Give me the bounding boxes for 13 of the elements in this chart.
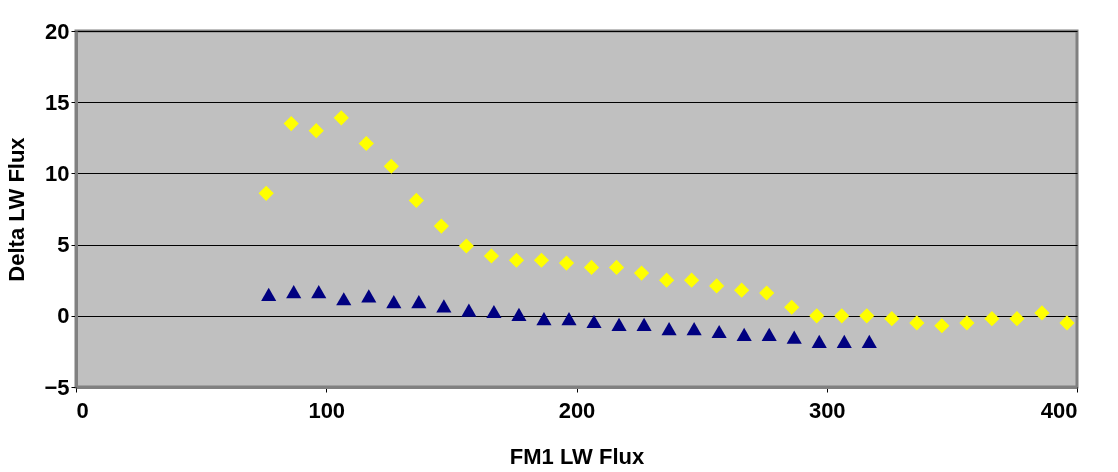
x-tick-label: 200 <box>558 397 596 423</box>
x-tick-label: 400 <box>1040 397 1078 423</box>
x-tick-label: 0 <box>76 397 89 423</box>
y-tick-label: 0 <box>57 303 70 329</box>
x-tick-label: 300 <box>808 397 846 423</box>
y-tick-label: 5 <box>57 232 70 258</box>
y-tick-label: −5 <box>44 374 70 400</box>
x-tick-label: 100 <box>308 397 346 423</box>
y-tick-label: 20 <box>45 18 70 44</box>
x-axis-title: FM1 LW Flux <box>509 443 645 469</box>
y-tick-label: 10 <box>45 160 70 186</box>
y-axis-title: Delta LW Flux <box>4 136 30 282</box>
y-tick-label: 15 <box>45 89 70 115</box>
